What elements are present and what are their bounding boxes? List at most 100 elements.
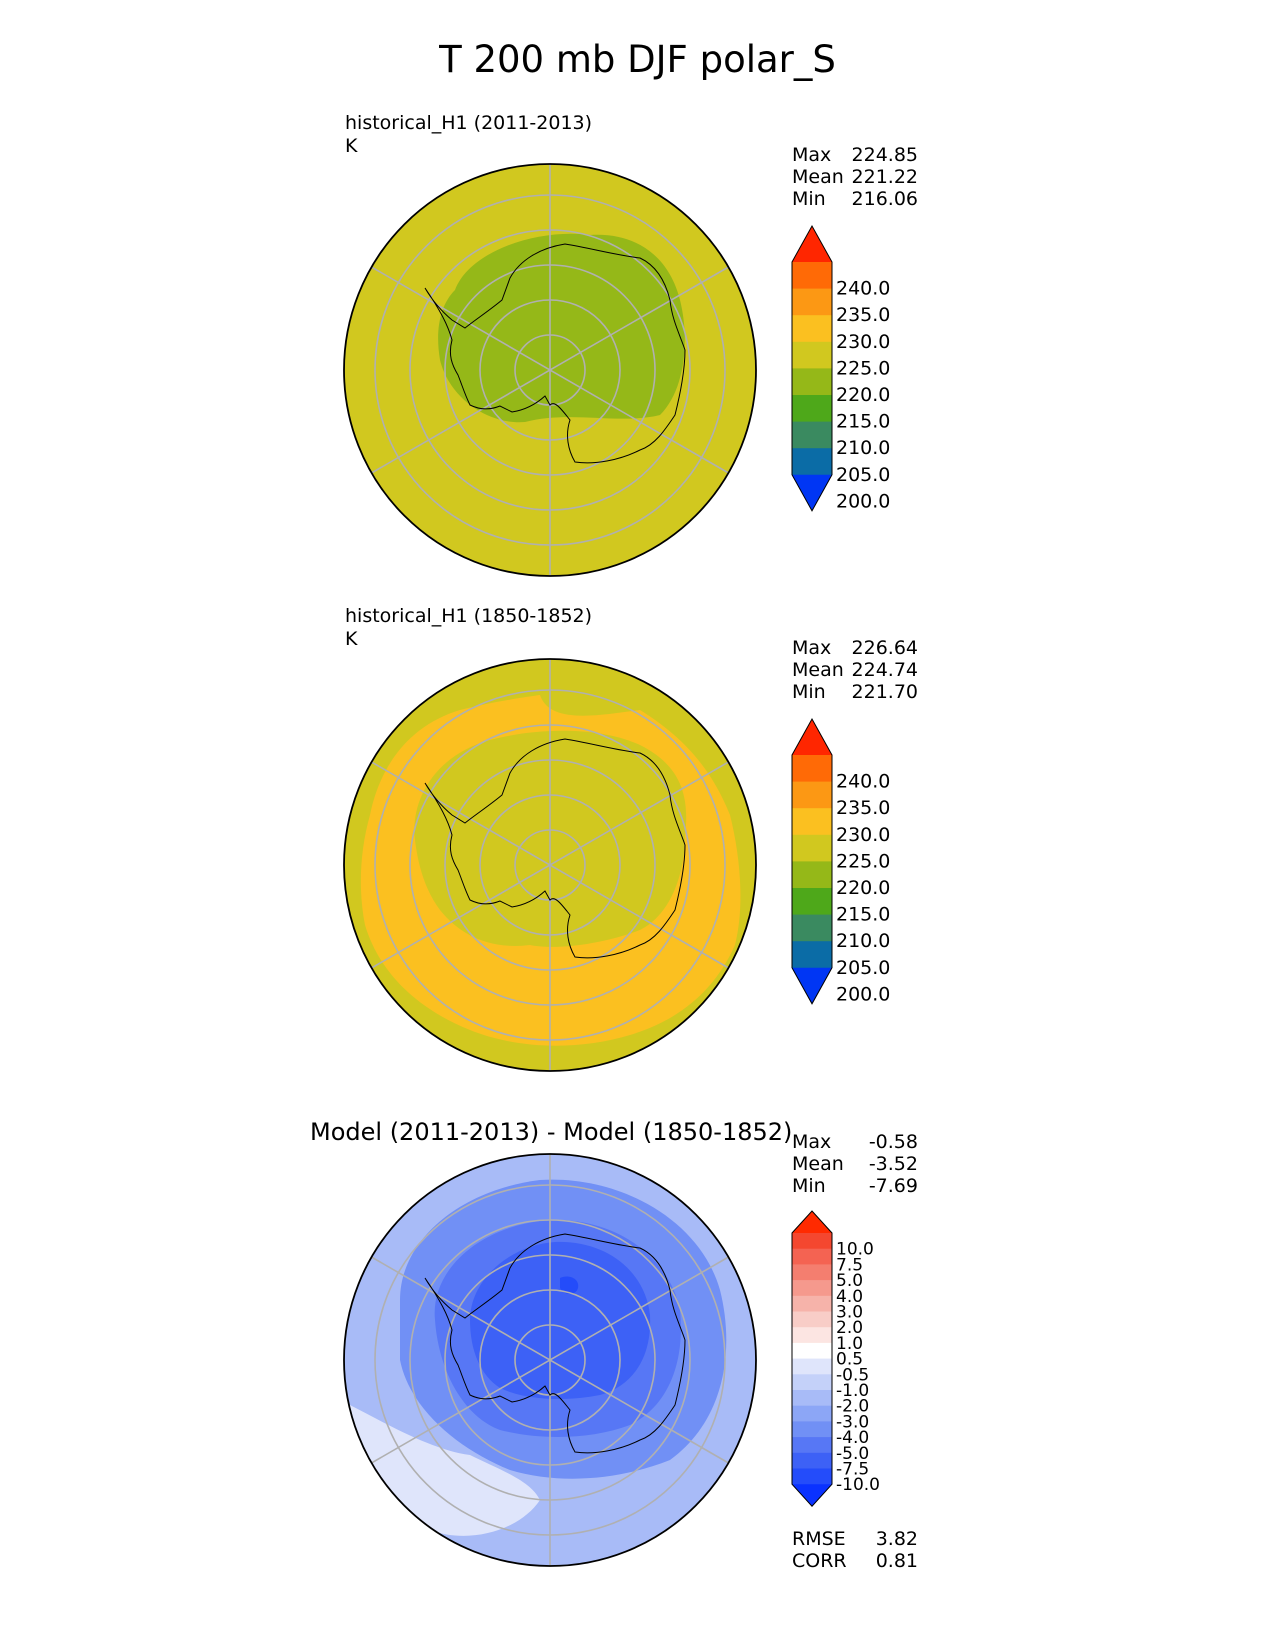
colorbar-swatch [792,1374,832,1391]
colorbar-swatch [792,1295,832,1312]
colorbar-tick-label: 215.0 [836,904,890,926]
panel-1-min-value: 216.06 [851,188,918,210]
panel-3-max-label: Max [792,1131,832,1153]
panel-2-polar-map [343,658,757,1072]
colorbar-outline [791,224,833,512]
colorbar-swatch [792,1390,832,1407]
colorbar-tick-label: 4.0 [836,1287,863,1307]
panel-2-units: K [345,628,358,650]
panel-3-min-label: Min [792,1175,826,1197]
panel-1-polar-map [343,163,757,577]
colorbar-swatch [792,1233,832,1250]
colorbar-tick-label: -2.0 [836,1397,869,1417]
colorbar-tick-label: 210.0 [836,930,890,952]
corr-label: CORR [792,1550,847,1572]
graticule [367,164,733,576]
colorbar-tick-label: 1.0 [836,1334,863,1354]
colorbar-swatch [792,1421,832,1438]
panel-2-max-label: Max [792,637,832,659]
colorbar-extend-max [792,1211,832,1233]
colorbar-tick-label: 7.5 [836,1255,863,1275]
colorbar-tick-label: -1.0 [836,1381,869,1401]
colorbar-outline [791,1210,833,1507]
colorbar-swatch [792,262,832,290]
colorbar-swatch [792,914,832,942]
rmse-value: 3.82 [875,1528,918,1550]
panel-2-mean-label: Mean [792,659,844,681]
colorbar-swatch [792,755,832,783]
colorbar-tick-label: 215.0 [836,411,890,433]
colorbar-tick-label: 10.0 [836,1240,874,1260]
colorbar-swatch [792,888,832,916]
colorbar-tick-label: -5.0 [836,1444,869,1464]
colorbar-swatch [792,341,832,369]
colorbar-extend-min [792,1484,832,1507]
panel-3-max-value: -0.58 [868,1131,918,1153]
colorbar-tick-label: 240.0 [836,278,890,300]
colorbar-tick-label: -7.5 [836,1460,869,1480]
colorbar-tick-label: 240.0 [836,771,890,793]
panel-1-units: K [345,135,358,157]
colorbar-swatch [792,395,832,423]
colorbar-swatch [792,861,832,889]
panel-1-title: historical_H1 (2011-2013) [345,112,593,134]
colorbar-tick-label: 225.0 [836,850,890,872]
rmse-label: RMSE [792,1528,846,1550]
panel-2-title: historical_H1 (1850-1852) [345,605,593,627]
map-border [343,163,757,577]
colorbar-swatch [792,315,832,343]
colorbar-tick-label: 235.0 [836,304,890,326]
colorbar-swatch [792,368,832,396]
panel-3-mean-label: Mean [792,1153,844,1175]
panel-2-max-value: 226.64 [851,637,918,659]
colorbar-swatch [792,941,832,969]
colorbar-tick-label: 210.0 [836,437,890,459]
map-border [343,1153,757,1567]
colorbar-swatch [792,1405,832,1422]
colorbar-tick-label: -4.0 [836,1428,869,1448]
colorbar-tick-label: 0.5 [836,1350,863,1370]
field-neg7p5-neg5 [560,1276,579,1294]
colorbar-tick-label: 205.0 [836,957,890,979]
panel-2-min-label: Min [792,681,826,703]
panel-2-min-value: 221.70 [851,681,918,703]
panel-2-colorbar: 240.0 235.0 230.0 225.0 220.0 215.0 210.0 205.0… [791,717,890,1005]
colorbar-extend-max [792,719,832,755]
colorbar-swatch [792,1452,832,1469]
panel-1-colorbar: 240.0 235.0 230.0 225.0 220.0 215.0 210.0 205.0… [791,224,890,512]
antarctica-coastline [424,243,686,464]
colorbar-swatch [792,1311,832,1328]
panel-2-mean-value: 224.74 [851,659,918,681]
graticule [367,1154,733,1566]
colorbar-tick-label: 225.0 [836,357,890,379]
panel-3-title: Model (2011-2013) - Model (1850-1852) [310,1118,793,1146]
colorbar-tick-label: 3.0 [836,1303,863,1323]
panel-3-min-value: -7.69 [868,1175,918,1197]
colorbar-swatch [792,1248,832,1265]
colorbar-swatch [792,781,832,809]
colorbar-tick-label: 200.0 [836,490,890,512]
colorbar-tick-label: 200.0 [836,983,890,1005]
corr-value: 0.81 [875,1550,918,1572]
colorbar-swatch [792,1327,832,1344]
colorbar-extend-min [792,967,832,1004]
colorbar-tick-label: 230.0 [836,331,890,353]
colorbar-extend-max [792,226,832,262]
colorbar-tick-label: 230.0 [836,824,890,846]
colorbar-swatch [792,421,832,449]
panel-1-mean-label: Mean [792,166,844,188]
colorbar-swatch [792,808,832,836]
panel-1-min-label: Min [792,188,826,210]
panel-3-colorbar: 10.07.55.04.03.02.01.00.5-0.5-1.0-2.0-3.… [791,1210,880,1507]
colorbar-tick-label: 235.0 [836,797,890,819]
colorbar-tick-label: 220.0 [836,877,890,899]
colorbar-swatch [792,1280,832,1297]
page-title: T 200 mb DJF polar_S [439,38,836,81]
field-225-230 [360,695,741,1046]
colorbar-tick-label: 2.0 [836,1318,863,1338]
panel-1-max-label: Max [792,144,832,166]
colorbar-tick-label: 220.0 [836,384,890,406]
colorbar-swatch [792,834,832,862]
antarctica-coastline [424,1233,686,1454]
field-215-220 [438,233,685,423]
